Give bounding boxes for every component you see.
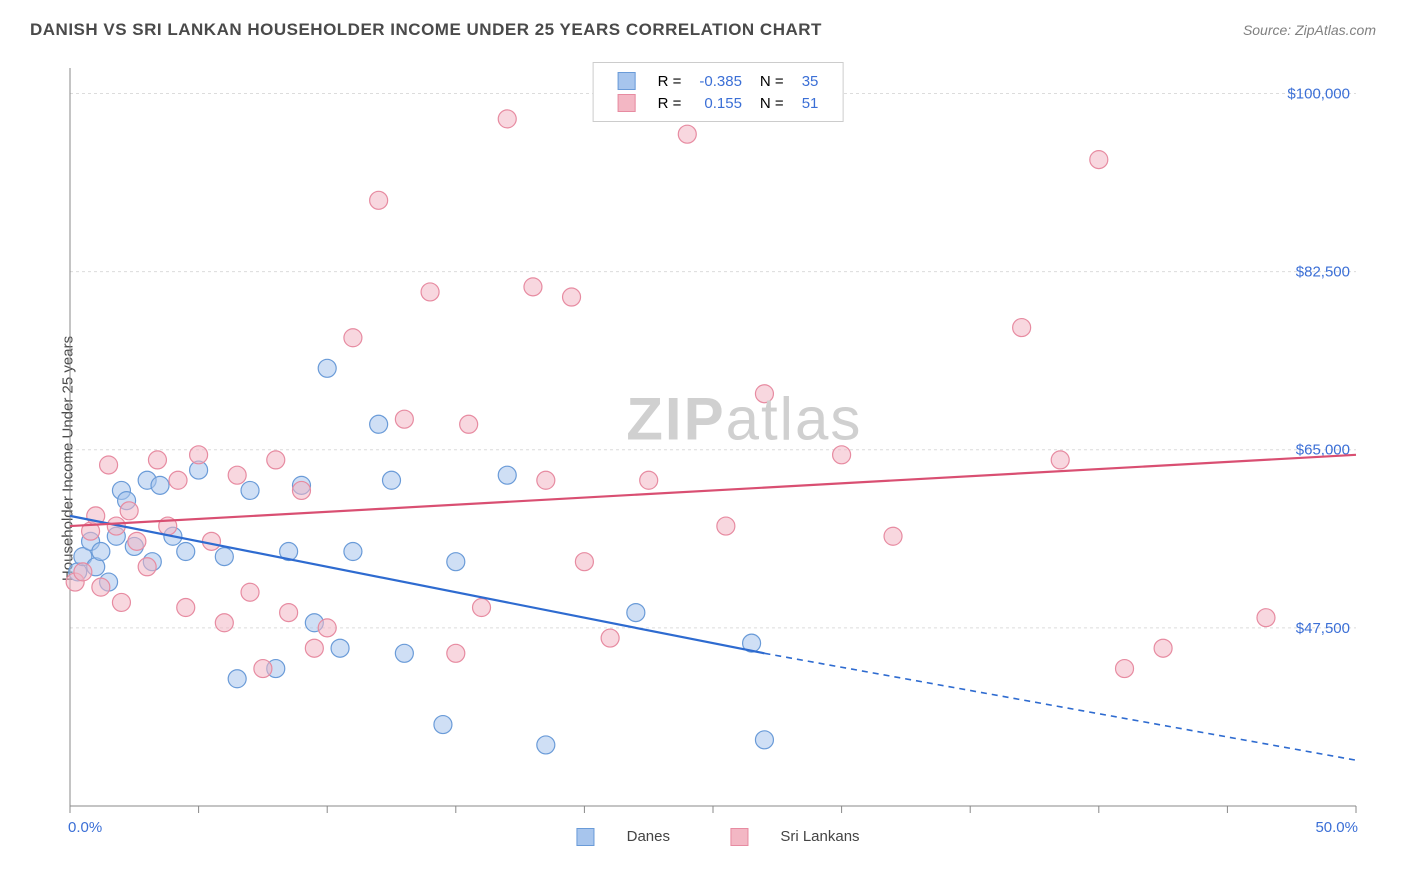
n-label: N = <box>752 93 792 113</box>
stats-legend: R = -0.385 N = 35 R = 0.155 N = 51 <box>593 62 844 122</box>
svg-text:$100,000: $100,000 <box>1287 85 1350 102</box>
r-value-danes: -0.385 <box>691 71 750 91</box>
r-value-srilankans: 0.155 <box>691 93 750 113</box>
plot-area: Householder Income Under 25 years $47,50… <box>60 60 1376 840</box>
legend-item-srilankans: Sri Lankans <box>716 828 873 845</box>
svg-text:$82,500: $82,500 <box>1296 264 1350 281</box>
svg-text:50.0%: 50.0% <box>1315 819 1358 836</box>
source-label: Source: ZipAtlas.com <box>1243 22 1376 38</box>
chart-title: DANISH VS SRI LANKAN HOUSEHOLDER INCOME … <box>30 20 822 40</box>
r-label: R = <box>650 71 690 91</box>
stats-row-srilankans: R = 0.155 N = 51 <box>610 93 827 113</box>
n-value-srilankans: 51 <box>794 93 827 113</box>
swatch-srilankans-icon <box>730 828 748 846</box>
stats-row-danes: R = -0.385 N = 35 <box>610 71 827 91</box>
svg-text:0.0%: 0.0% <box>68 819 102 836</box>
n-value-danes: 35 <box>794 71 827 91</box>
legend-item-danes: Danes <box>562 828 684 845</box>
swatch-srilankans-icon <box>618 94 636 112</box>
series-legend: Danes Sri Lankans <box>548 828 887 846</box>
r-label: R = <box>650 93 690 113</box>
n-label: N = <box>752 71 792 91</box>
scatter-chart: $47,500$65,000$82,500$100,0000.0%50.0% <box>60 60 1376 840</box>
swatch-danes-icon <box>576 828 594 846</box>
svg-text:$47,500: $47,500 <box>1296 620 1350 637</box>
legend-label-srilankans: Sri Lankans <box>780 828 859 845</box>
swatch-danes-icon <box>618 72 636 90</box>
legend-label-danes: Danes <box>627 828 670 845</box>
